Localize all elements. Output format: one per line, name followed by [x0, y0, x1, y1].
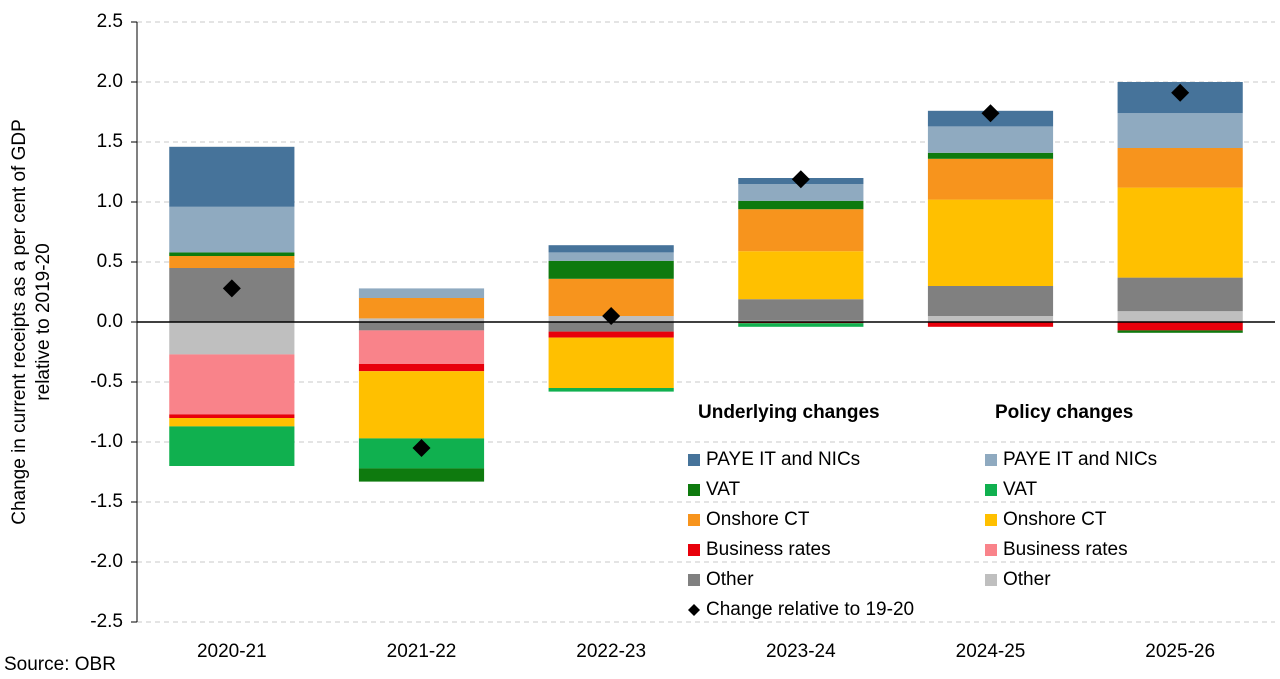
legend-marker — [688, 604, 700, 616]
bar-segment — [1117, 277, 1243, 312]
bar-segment — [548, 337, 674, 388]
legend-swatch — [985, 484, 997, 496]
legend-label: VAT — [706, 479, 741, 500]
x-tick-label: 2024-25 — [956, 641, 1026, 662]
bar-segment — [548, 388, 674, 392]
bar-segment — [358, 330, 485, 364]
legend-label: Other — [706, 569, 754, 590]
bar-segment — [358, 288, 485, 298]
legend-label: Business rates — [1003, 539, 1128, 560]
bar-segment — [169, 146, 295, 207]
bar-segment — [738, 200, 864, 210]
legend-label: VAT — [1003, 479, 1038, 500]
bar-segment — [548, 322, 674, 332]
legend-label: Onshore CT — [706, 509, 810, 530]
legend-header: Underlying changes — [698, 402, 880, 423]
x-tick-label: 2025-26 — [1145, 641, 1215, 662]
bar-segment — [927, 152, 1054, 159]
legend-label: Onshore CT — [1003, 509, 1107, 530]
bar-segment — [169, 256, 295, 268]
y-tick-label: 1.5 — [97, 131, 123, 152]
bar-segment — [358, 298, 485, 319]
bar-segment — [169, 418, 295, 427]
legend-swatch — [688, 544, 700, 556]
bar-segment — [169, 414, 295, 418]
legend-swatch — [985, 514, 997, 526]
legend-label: Business rates — [706, 539, 831, 560]
marker — [412, 439, 431, 457]
y-axis-label: Change in current receipts as a per cent… — [9, 119, 30, 525]
bar-segment — [927, 316, 1054, 322]
bar-segment — [548, 252, 674, 261]
bar-segment — [1117, 148, 1243, 188]
bar-segment — [358, 364, 485, 372]
legend-swatch — [985, 574, 997, 586]
bar-segment — [738, 251, 864, 300]
bar-segment — [548, 245, 674, 253]
bar-segment — [358, 318, 485, 322]
bar-segment — [1117, 113, 1243, 148]
y-tick-label: -2.0 — [90, 551, 123, 572]
y-tick-label: -1.0 — [90, 431, 123, 452]
marker — [602, 307, 621, 325]
bar-segment — [927, 126, 1054, 153]
legend-label: PAYE IT and NICs — [1003, 449, 1157, 470]
x-tick-label: 2023-24 — [766, 641, 836, 662]
y-tick-label: 2.0 — [97, 71, 123, 92]
bar-segment — [927, 158, 1054, 200]
y-tick-label: 0.0 — [97, 311, 123, 332]
bar-segment — [169, 354, 295, 415]
y-tick-label: -0.5 — [90, 371, 123, 392]
bar-segment — [358, 322, 485, 331]
legend-swatch — [985, 544, 997, 556]
legend-swatch — [985, 454, 997, 466]
bar-segment — [927, 322, 1054, 327]
bar-segment — [738, 184, 864, 201]
marker — [981, 104, 1000, 123]
x-tick-label: 2021-22 — [387, 641, 457, 662]
legend-swatch — [688, 574, 700, 586]
bar-segment — [169, 206, 295, 253]
legend-swatch — [688, 454, 700, 466]
bar-segment — [1117, 187, 1243, 278]
bar-segment — [548, 260, 674, 279]
marker — [222, 279, 241, 298]
bar-segment — [169, 426, 295, 466]
legend-swatch — [688, 514, 700, 526]
bar-segment — [169, 322, 295, 355]
legend-label: Change relative to 19-20 — [706, 599, 914, 620]
bar-segment — [1117, 330, 1243, 333]
bar-segment — [358, 371, 485, 439]
bar-segment — [738, 323, 864, 327]
y-tick-label: -2.5 — [90, 611, 123, 632]
bar-segment — [548, 331, 674, 338]
legend-swatch — [688, 484, 700, 496]
bar-segment — [927, 286, 1054, 316]
x-tick-label: 2020-21 — [197, 641, 267, 662]
bar-segment — [738, 209, 864, 252]
bar-segment — [1117, 311, 1243, 322]
marker — [1171, 83, 1190, 102]
y-tick-label: 1.0 — [97, 191, 123, 212]
legend-header: Policy changes — [995, 402, 1133, 423]
x-tick-label: 2022-23 — [576, 641, 646, 662]
source: Source: OBR — [4, 654, 116, 675]
bar-segment — [927, 199, 1054, 286]
bar-segment — [738, 299, 864, 321]
y-tick-label: 2.5 — [97, 11, 123, 32]
y-axis-label: relative to 2019-20 — [33, 243, 54, 400]
legend-label: Other — [1003, 569, 1051, 590]
bar-segment — [358, 468, 485, 482]
legend-label: PAYE IT and NICs — [706, 449, 860, 470]
marker — [791, 170, 810, 189]
bar-segment — [1117, 322, 1243, 331]
y-tick-label: 0.5 — [97, 251, 123, 272]
y-tick-label: -1.5 — [90, 491, 123, 512]
bar-segment — [169, 252, 295, 256]
